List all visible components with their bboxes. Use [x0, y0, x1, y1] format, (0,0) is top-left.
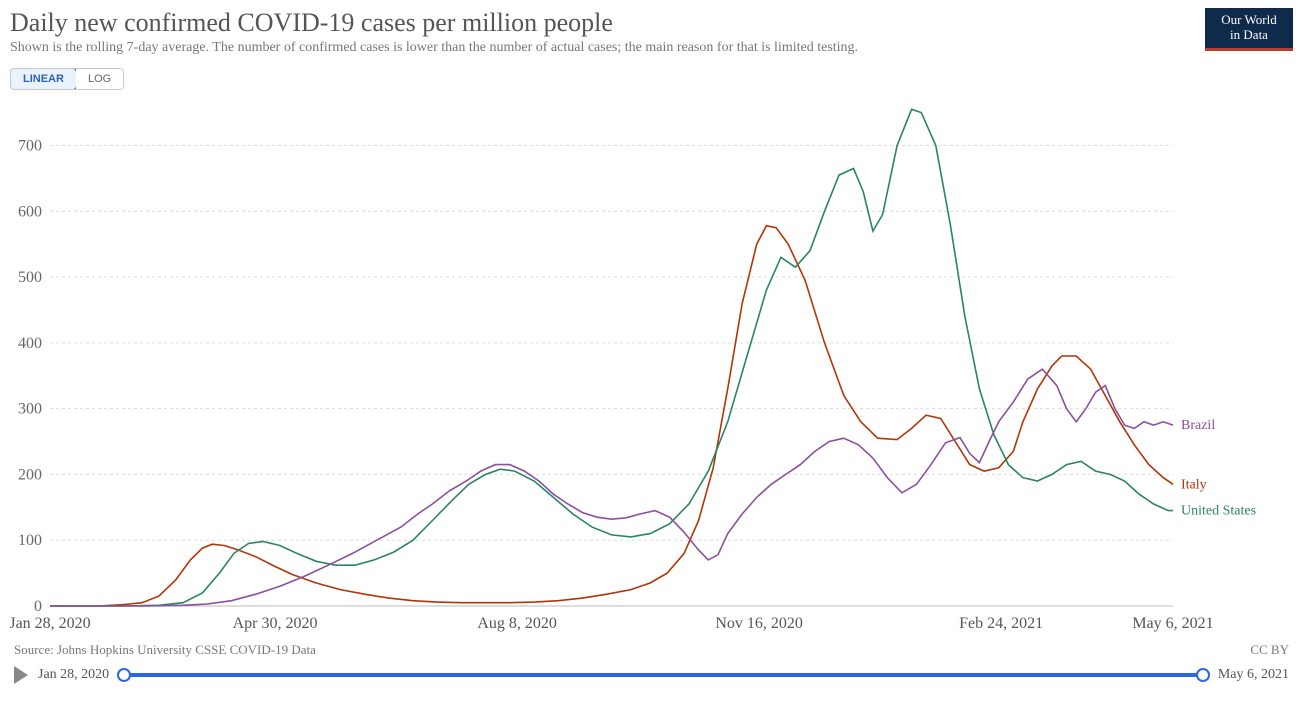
y-tick-label: 700: [18, 137, 42, 154]
y-tick-label: 100: [18, 532, 42, 549]
timeline-handle-start[interactable]: [117, 668, 131, 682]
timeline-end-label[interactable]: May 6, 2021: [1218, 667, 1289, 683]
series-label-united-states[interactable]: United States: [1181, 504, 1256, 519]
chart-subtitle: Shown is the rolling 7-day average. The …: [10, 40, 1205, 56]
chart-area: 0 100 200 300 400 500 600 700 Jan 28, 2020 Apr 30…: [10, 96, 1293, 636]
timeline-handle-end[interactable]: [1196, 668, 1210, 682]
x-tick-label: Apr 30, 2020: [233, 615, 318, 632]
chart-title: Daily new confirmed COVID-19 cases per m…: [10, 8, 1205, 38]
series-brazil[interactable]: [50, 369, 1173, 606]
footer-row: Source: Johns Hopkins University CSSE CO…: [10, 642, 1293, 658]
title-block: Daily new confirmed COVID-19 cases per m…: [10, 8, 1205, 68]
series-label-brazil[interactable]: Brazil: [1181, 418, 1215, 433]
series-label-italy[interactable]: Italy: [1181, 477, 1207, 492]
x-tick-label: Jan 28, 2020: [10, 615, 91, 632]
y-tick-label: 200: [18, 466, 42, 483]
logo-line-2: in Data: [1213, 28, 1285, 43]
x-tick-label: Aug 8, 2020: [477, 615, 557, 632]
x-tick-label: May 6, 2021: [1132, 615, 1213, 632]
scale-toggle: LINEAR LOG: [10, 68, 124, 90]
source-text: Source: Johns Hopkins University CSSE CO…: [14, 642, 316, 658]
header-row: Daily new confirmed COVID-19 cases per m…: [10, 8, 1293, 68]
y-tick-label: 0: [34, 598, 42, 615]
timeline-start-label[interactable]: Jan 28, 2020: [38, 667, 109, 683]
license-text[interactable]: CC BY: [1250, 642, 1289, 658]
y-tick-label: 600: [18, 203, 42, 220]
chart-container: Daily new confirmed COVID-19 cases per m…: [0, 0, 1303, 694]
line-chart-svg: 0 100 200 300 400 500 600 700 Jan 28, 2020 Apr 30…: [10, 96, 1293, 636]
timeline-track[interactable]: [119, 668, 1208, 682]
scale-option-linear[interactable]: LINEAR: [10, 68, 77, 90]
x-tick-label: Nov 16, 2020: [715, 615, 803, 632]
logo-line-1: Our World: [1213, 13, 1285, 28]
timeline-bar: [119, 673, 1208, 677]
series-italy[interactable]: [50, 226, 1173, 606]
y-tick-label: 300: [18, 401, 42, 418]
y-tick-label: 400: [18, 335, 42, 352]
owid-logo[interactable]: Our World in Data: [1205, 8, 1293, 51]
play-icon[interactable]: [14, 666, 28, 684]
timeline: Jan 28, 2020 May 6, 2021: [10, 666, 1293, 684]
x-tick-label: Feb 24, 2021: [959, 615, 1043, 632]
series-united-states[interactable]: [50, 109, 1173, 606]
scale-option-log[interactable]: LOG: [76, 69, 123, 89]
y-tick-label: 500: [18, 269, 42, 286]
